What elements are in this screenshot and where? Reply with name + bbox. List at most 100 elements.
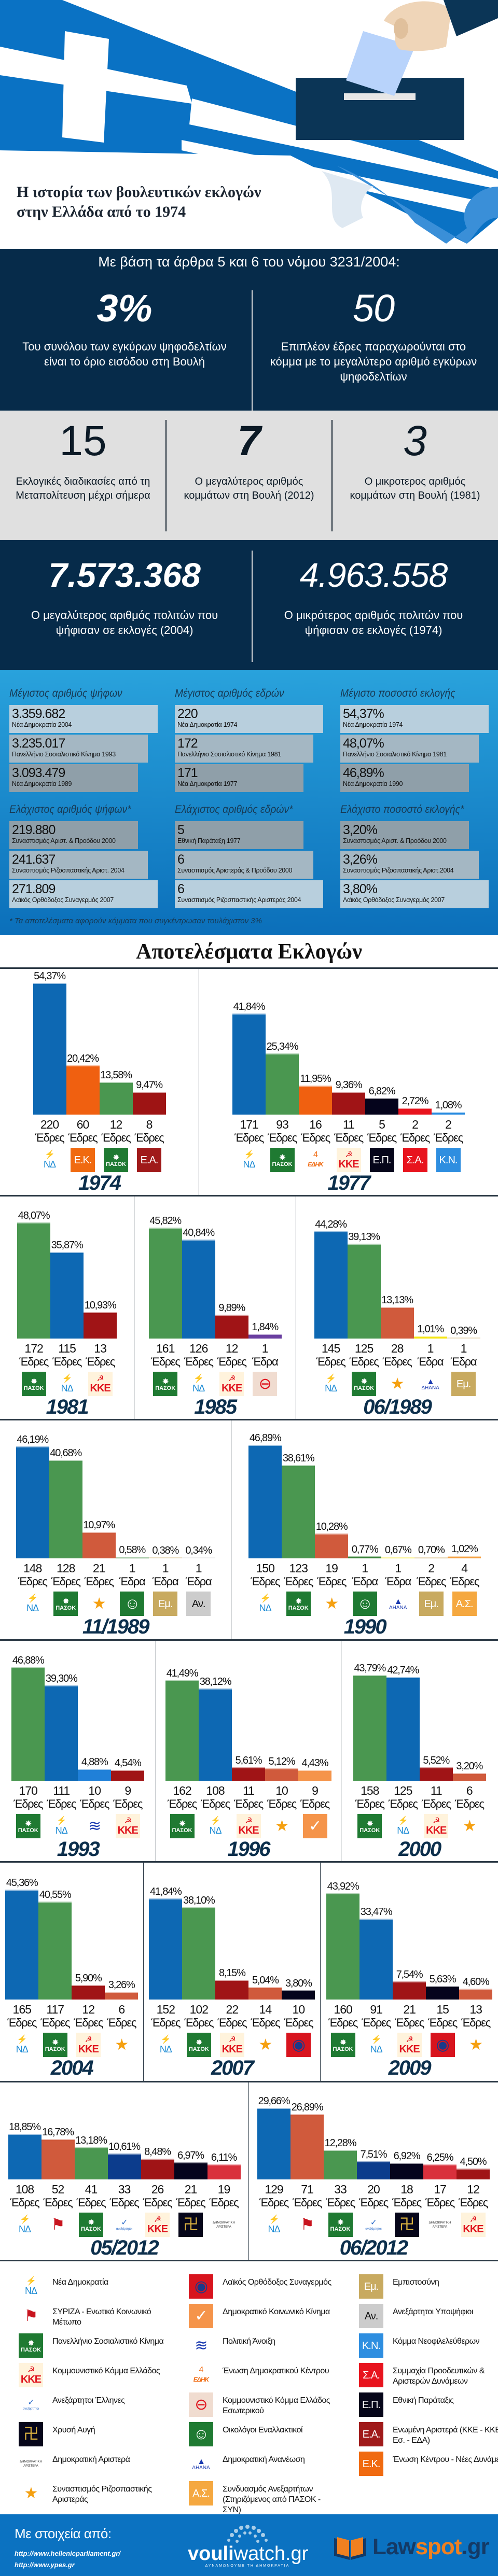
nd-logo-icon: ⚡ ΝΔ xyxy=(253,1592,278,1616)
record-box: 3,80% Λαϊκός Ορθόδοξος Συναγερμός 2007 xyxy=(340,880,489,908)
legend-item: ≋ Πολιτική Άνοιξη xyxy=(189,2333,355,2363)
logo-glyph: ✸ xyxy=(337,2218,344,2227)
seat-word: Έδρες xyxy=(201,1797,230,1810)
nd-logo-icon: ⚡ ΝΔ xyxy=(49,1814,74,1838)
seat-word: Έδρες xyxy=(52,1355,82,1368)
legend-item: ΔΗΜΟΚΡΑΤΙΚΗ ΑΡΙΣΤΕΡΑ Δημοκρατική Αριστερά xyxy=(19,2452,185,2481)
seat-count: 1 xyxy=(129,1561,136,1575)
book-icon xyxy=(334,2537,366,2560)
legend-item: ✓ Δημοκρατικό Κοινωνικό Κίνημα xyxy=(189,2304,355,2333)
bar-pasok xyxy=(347,1244,381,1339)
kkees-logo-icon: ⊖ xyxy=(253,1372,278,1396)
seat-word: Έδρες xyxy=(284,2016,313,2029)
seat-word: Έδρες xyxy=(400,1131,430,1144)
bar-sa xyxy=(398,1108,432,1115)
seat-count: 6 xyxy=(466,1784,473,1797)
record-box: 171 Νέα Δημοκρατία 1977 xyxy=(175,764,303,792)
record-title: Ελάχιστος αριθμός ψήφων* xyxy=(9,804,131,815)
logo-text: ΝΔ xyxy=(259,1602,272,1613)
bar-group: 46,89% 38,61% 10,28% 0,77% 0,67% 0,70% 1,02% xyxy=(248,1432,481,1558)
bar-area: 44,28% 39,13% 13,13% 1,01% 0,39% xyxy=(296,1196,498,1339)
bar-column: 6,25% xyxy=(423,2152,457,2179)
record-column-max: Μέγιστο ποσοστό εκλογής 54,37% Νέα Δημοκρα… xyxy=(340,687,496,794)
legend-party-name: Συμμαχία Προοδευτικών & Αριστερών Δυνάμε… xyxy=(393,2367,485,2386)
pasok-logo-icon: ✸ ΠΑΣΟΚ xyxy=(53,1592,78,1616)
election-chart-2000: 43,79% 42,74% 5,52% 3,20% 158 Έδρες ✸ ΠΑΣΟΚ 125 Έ… xyxy=(341,1641,498,1861)
bar-edhk xyxy=(299,1086,332,1115)
logo-text: ΠΑΣΟΚ xyxy=(333,2046,353,2052)
seat-count: 52 xyxy=(51,2183,65,2196)
bar-column: 4,88% xyxy=(78,1756,112,1781)
seat-word: Έδρες xyxy=(184,1355,214,1368)
vouliwatch-bold: vouli xyxy=(188,2543,234,2565)
seat-word: Έδρα xyxy=(385,1575,411,1588)
bar-column: 43,79% xyxy=(353,1663,386,1781)
record-box: 3,26% Συνασπισμός Ριζοσπαστικής Αριστ.200… xyxy=(340,851,479,879)
bar-column: 35,87% xyxy=(50,1240,84,1339)
seat-word: Έδρες xyxy=(425,2196,455,2209)
bar-syriza xyxy=(41,2138,75,2179)
em-logo-icon: Εμ. xyxy=(153,1592,178,1616)
election-chart-1974: 54,37% 20,42% 13,58% 9,47% 220 Έδρες ⚡ ΝΔ 60 Έδρε… xyxy=(0,969,199,1195)
lawspot-logo[interactable]: Lawspot.gr xyxy=(332,2534,490,2560)
bar-labels: 171 Έδρες ⚡ ΝΔ 93 Έδρες ✸ ΠΑΣΟΚ 16 Έδρες 4 ΕΔΗΚ 11 Έδ… xyxy=(232,1115,465,1172)
record-value: 3.093.479 xyxy=(12,766,65,780)
record-label: Συνασπισμός Αριστεράς & Προόδου 2000 xyxy=(177,867,293,874)
bar-column: 4,43% xyxy=(298,1757,332,1781)
source-link[interactable]: http://www.ypes.gr xyxy=(15,2561,75,2569)
results-row: 48,07% 35,87% 10,93% 172 Έδρες ✸ ΠΑΣΟΚ 115 Έδρες… xyxy=(0,1196,498,1420)
bar-area: 18,85% 16,78% 13,18% 10,61% 8,48% 6,97% 6,11% xyxy=(0,2082,248,2179)
bar-column: 48,07% xyxy=(17,1210,51,1339)
legend-party-name: Συνδυασμός Ανεξαρτήτων (Στηριζόμενος από… xyxy=(223,2485,321,2514)
bar-kn xyxy=(432,1111,465,1115)
logo-text: ΝΔ xyxy=(61,1383,74,1393)
seat-count: 152 xyxy=(156,2003,175,2016)
seat-word: Έδρες xyxy=(217,2016,247,2029)
bar-kke xyxy=(215,1979,249,2000)
bar-anel xyxy=(357,2161,390,2179)
nd-logo-icon: ⚡ ΝΔ xyxy=(319,1372,343,1396)
bar-area: 45,82% 40,84% 9,89% 1,84% xyxy=(134,1196,296,1339)
seat-word: Έδρα xyxy=(252,1355,279,1368)
legend-party-name: Συνασπισμός Ριζοσπαστικής Αριστεράς xyxy=(52,2485,152,2504)
vouliwatch-logo[interactable]: vouliwatch.gr ΔΥΝΑΜΩΝΟΥΜΕ ΤΗ ΔΗΜΟΚΡΑΤΙΑ xyxy=(188,2524,308,2568)
turnout-min-value: 4.963.558 xyxy=(299,556,448,594)
bar-value-label: 41,84% xyxy=(150,1885,182,1897)
bar-labels: 129 Έδρες ⚡ ΝΔ 71 Έδρες ⚑ 33 Έδρες ✸ ΠΑΣΟΚ 20 Έδρες ✓… xyxy=(257,2179,490,2237)
nd-logo-icon: ⚡ ΝΔ xyxy=(20,1592,45,1616)
logo-glyph: 卍 xyxy=(183,2216,199,2233)
record-value: 3,26% xyxy=(343,852,378,867)
pasok-logo-icon: ✸ ΠΑΣΟΚ xyxy=(16,1814,40,1838)
kke-logo-icon: ☭ ΚΚΕ xyxy=(336,1148,361,1172)
pasok-logo-icon: ✸ ΠΑΣΟΚ xyxy=(21,1372,46,1396)
bar-value-label: 26,89% xyxy=(291,2102,324,2114)
logo-glyph: ✸ xyxy=(366,1819,374,1828)
results-row: 46,88% 39,30% 4,88% 4,54% 170 Έδρες ✸ ΠΑΣΟΚ 111 Έ… xyxy=(0,1641,498,1863)
bar-value-label: 11,95% xyxy=(300,1073,331,1085)
bar-nd xyxy=(386,1677,420,1781)
bar-kke xyxy=(457,2169,490,2179)
record-label: Πανελλήνιο Σοσιαλιστικό Κίνημα 1981 xyxy=(343,751,447,758)
bar-value-label: 4,54% xyxy=(114,1757,142,1769)
bar-column: 5,90% xyxy=(72,1973,105,2000)
seat-column: 2 Έδρες Σ.Α. xyxy=(398,1115,432,1172)
bar-value-label: 4,43% xyxy=(301,1757,329,1769)
record-column-max: Μέγιστος αριθμός εδρών 220 Νέα Δημοκρατία … xyxy=(175,687,330,794)
logo-text: ΠΑΣΟΚ xyxy=(56,1604,76,1611)
bar-column: 5,12% xyxy=(265,1756,299,1781)
record-title: Μέγιστος αριθμός ψήφων xyxy=(9,687,122,699)
bar-column: 10,97% xyxy=(82,1519,116,1558)
logo-text: Σ.Α. xyxy=(363,2369,380,2381)
seat-count: 111 xyxy=(53,1784,70,1797)
logo-glyph: ✸ xyxy=(279,1153,286,1162)
bar-value-label: 16,78% xyxy=(42,2126,74,2138)
bar-nd xyxy=(314,1231,348,1339)
seat-column: 22 Έδρες ☭ ΚΚΕ xyxy=(215,2000,248,2057)
facts-section: 15 Εκλογικές διαδικασίες από τη Μεταπολί… xyxy=(0,411,498,540)
source-link[interactable]: http://www.hellenicparliament.gr/ xyxy=(15,2550,120,2557)
seat-count: 170 xyxy=(19,1784,38,1797)
election-chart-1993: 46,88% 39,30% 4,88% 4,54% 170 Έδρες ✸ ΠΑΣΟΚ 111 Έ… xyxy=(0,1641,157,1861)
legend-item: ▲ ΔΗΑΝΑ Δημοκρατική Ανανέωση xyxy=(189,2452,355,2481)
seat-column: 220 Έδρες ⚡ ΝΔ xyxy=(33,1115,66,1172)
syn-logo-icon: ★ xyxy=(457,1814,482,1838)
